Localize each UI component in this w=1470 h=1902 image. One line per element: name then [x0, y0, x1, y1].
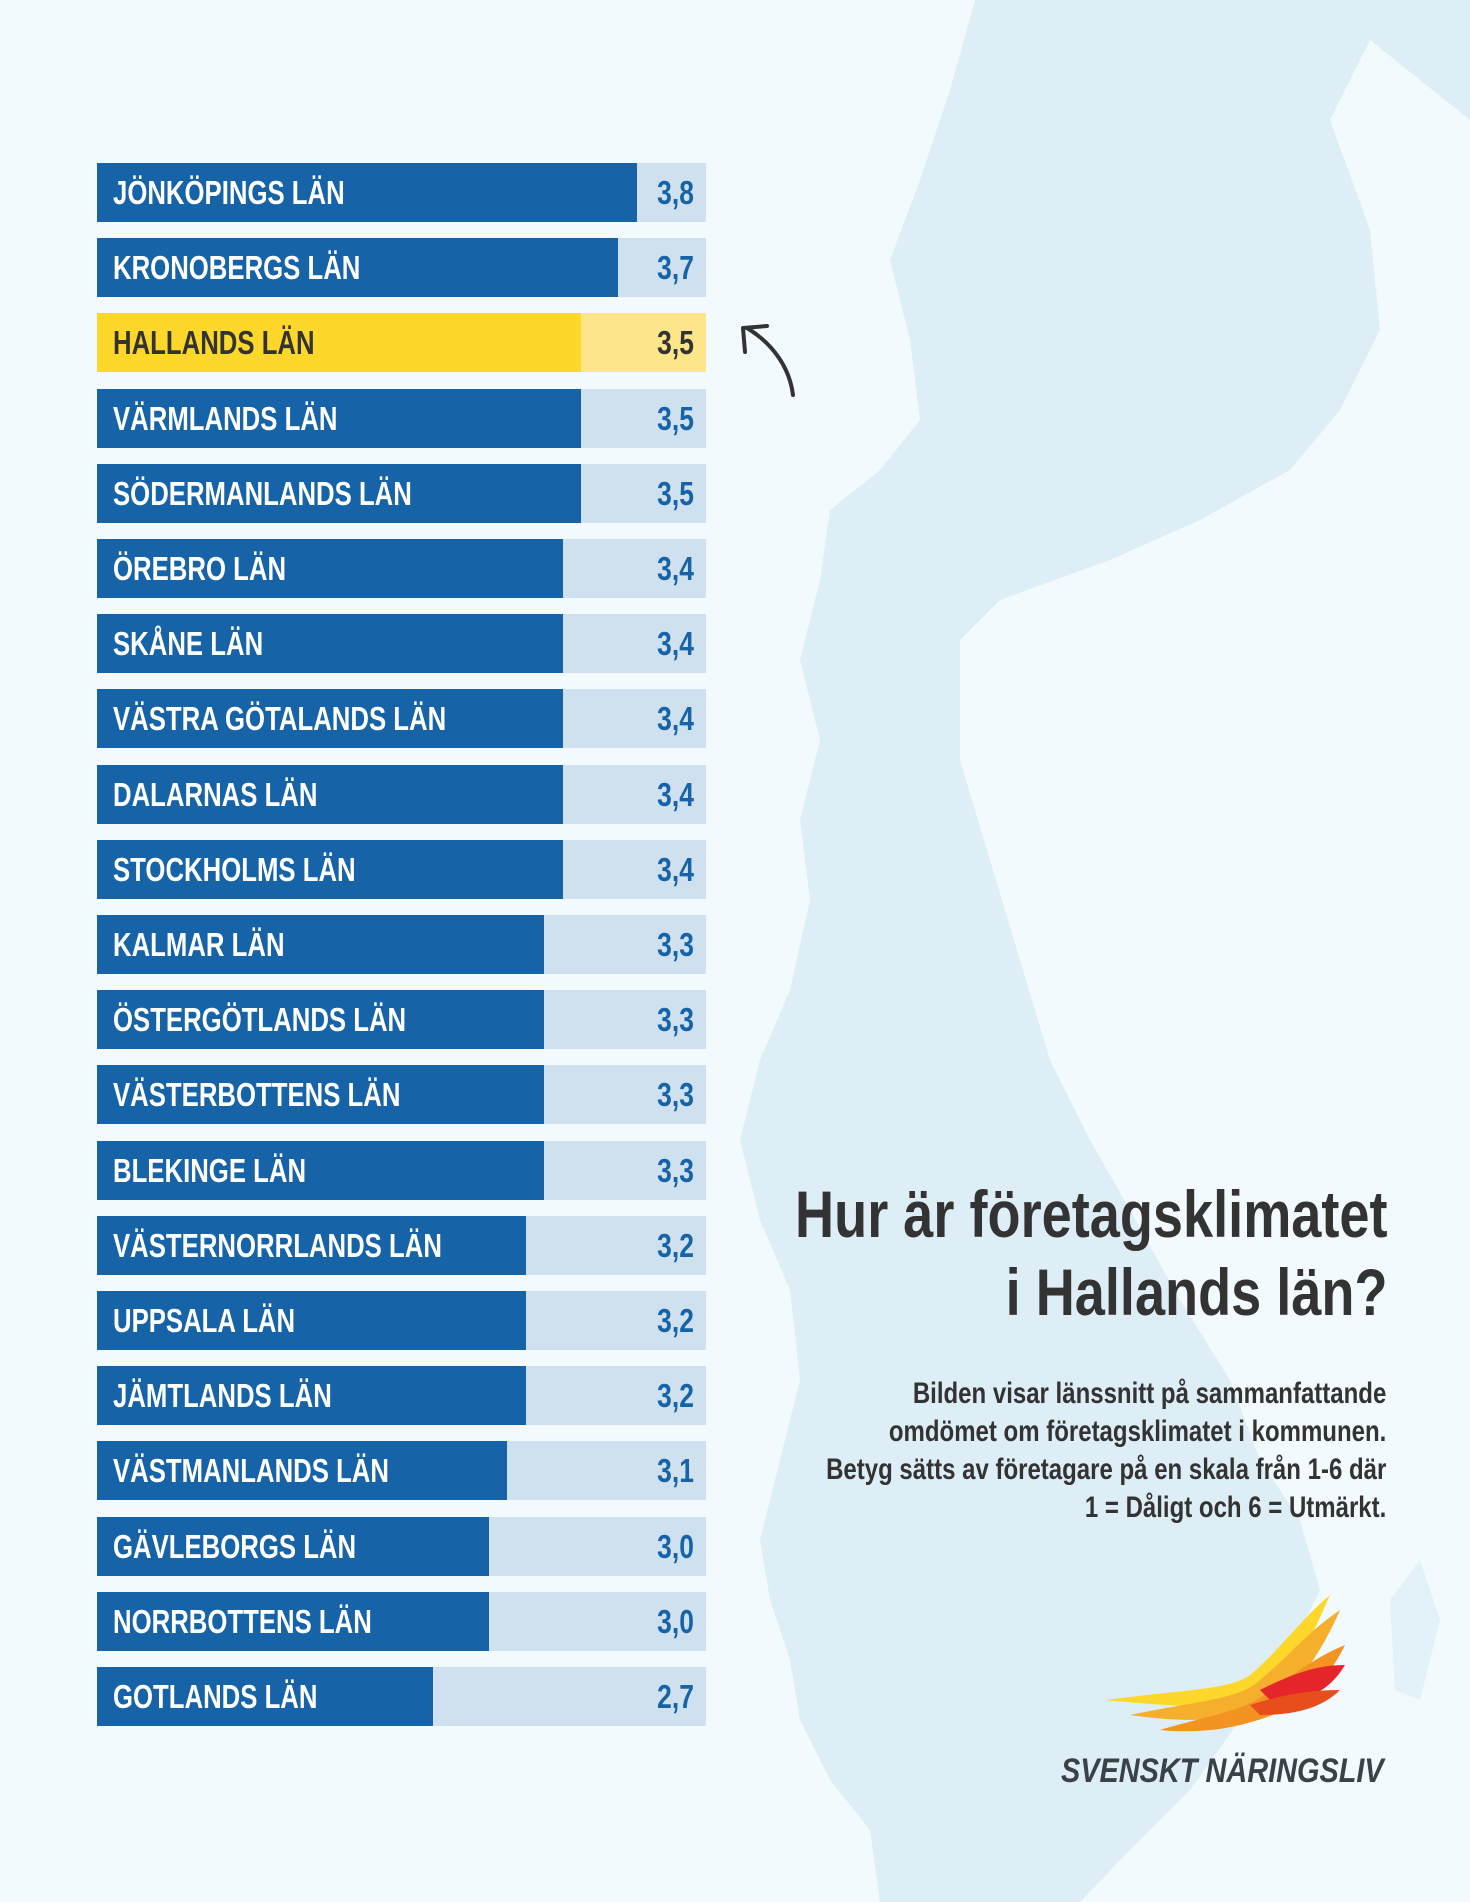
bar-value-label: 3,4	[657, 625, 694, 663]
bar	[97, 1065, 545, 1125]
bar-row: BLEKINGE LÄN 3,3	[97, 1140, 706, 1200]
bar	[97, 1441, 508, 1501]
bar-value-label: 3,0	[657, 1527, 694, 1565]
bar-row: SÖDERMANLANDS LÄN 3,5	[97, 463, 706, 523]
bar-row: VÄSTRA GÖTALANDS LÄN 3,4	[97, 689, 706, 749]
title-line-2: i Hallands län?	[1006, 1255, 1388, 1329]
bar-label: VÄSTERBOTTENS LÄN	[113, 1076, 401, 1114]
bar-label: HALLANDS LÄN	[113, 324, 315, 362]
bar-row: GÄVLEBORGS LÄN 3,0	[97, 1516, 706, 1576]
bar-value-label: 3,3	[657, 1076, 694, 1114]
bar-row: VÄRMLANDS LÄN 3,5	[97, 388, 706, 448]
bar-value-label: 3,1	[657, 1452, 694, 1490]
bar-row: ÖSTERGÖTLANDS LÄN 3,3	[97, 990, 706, 1050]
bar-row: ÖREBRO LÄN 3,4	[97, 539, 706, 598]
bar-value-label: 3,0	[657, 1602, 694, 1640]
bar-label: KRONOBERGS LÄN	[113, 249, 361, 287]
bar-row: JÖNKÖPINGS LÄN 3,8	[97, 163, 706, 222]
bar	[97, 539, 563, 598]
bar-label: ÖSTERGÖTLANDS LÄN	[113, 1001, 407, 1039]
bar-label: ÖREBRO LÄN	[113, 550, 287, 587]
bar-row: VÄSTERNORRLANDS LÄN 3,2	[97, 1215, 706, 1275]
bar-row: DALARNAS LÄN 3,4	[97, 764, 706, 824]
bar-value-label: 3,3	[657, 1151, 694, 1189]
svenskt-naringsliv-logo-icon	[1105, 1595, 1345, 1732]
bar-label: STOCKHOLMS LÄN	[113, 850, 356, 888]
bar	[97, 1516, 489, 1576]
bar	[97, 764, 563, 824]
description-line: Betyg sätts av företagare på en skala fr…	[825, 1453, 1386, 1486]
description-line: omdömet om företagsklimatet i kommunen.	[888, 1415, 1386, 1448]
bar-row: GOTLANDS LÄN 2,7	[97, 1667, 706, 1726]
bar	[97, 313, 582, 373]
bar	[97, 990, 545, 1050]
bar	[97, 1140, 545, 1200]
brand-name: SVENSKT NÄRINGSLIV	[1061, 1752, 1384, 1790]
arrow-pointer-icon	[741, 324, 795, 397]
bar	[97, 1591, 489, 1651]
bar-label: DALARNAS LÄN	[113, 775, 318, 813]
description-line: 1 = Dåligt och 6 = Utmärkt.	[1084, 1491, 1386, 1524]
description-line: Bilden visar länssnitt på sammanfattande	[912, 1377, 1386, 1410]
bar-value-label: 3,2	[657, 1377, 694, 1415]
bar	[97, 1366, 526, 1426]
bar	[97, 1215, 526, 1275]
bar-value-label: 3,5	[657, 399, 694, 437]
bar-value-label: 3,4	[657, 550, 694, 587]
bar	[97, 238, 619, 298]
bar-value-label: 3,4	[657, 850, 694, 888]
bar-value-label: 3,3	[657, 926, 694, 963]
bar-value-label: 3,4	[657, 700, 694, 738]
bar-row: HALLANDS LÄN 3,5	[97, 313, 706, 373]
bar-value-label: 3,5	[657, 474, 694, 512]
bar-row: VÄSTMANLANDS LÄN 3,1	[97, 1441, 706, 1501]
bar	[97, 915, 545, 974]
bar-value-label: 3,7	[657, 249, 694, 287]
bar	[97, 388, 582, 448]
bar	[97, 614, 563, 674]
bar-label: VÄRMLANDS LÄN	[113, 399, 338, 437]
bar	[97, 1667, 434, 1726]
title-line-1: Hur är företagsklimatet	[795, 1177, 1388, 1251]
bar-label: VÄSTERNORRLANDS LÄN	[113, 1226, 442, 1264]
bar-label: GÄVLEBORGS LÄN	[113, 1527, 357, 1565]
bar	[97, 839, 563, 899]
bar-label: KALMAR LÄN	[113, 926, 285, 963]
bar	[97, 689, 563, 749]
bar-value-label: 3,2	[657, 1226, 694, 1264]
bar-row: VÄSTERBOTTENS LÄN 3,3	[97, 1065, 706, 1125]
description: Bilden visar länssnitt på sammanfattande…	[826, 1375, 1386, 1527]
bar	[97, 1291, 526, 1350]
bar-label: NORRBOTTENS LÄN	[113, 1602, 372, 1640]
bar-value-label: 3,3	[657, 1001, 694, 1039]
bar-label: BLEKINGE LÄN	[113, 1151, 307, 1189]
bar-row: UPPSALA LÄN 3,2	[97, 1291, 706, 1350]
bar-row: STOCKHOLMS LÄN 3,4	[97, 839, 706, 899]
bar-value-label: 3,8	[657, 174, 694, 211]
bar-row: KALMAR LÄN 3,3	[97, 915, 706, 974]
bar-label: JÖNKÖPINGS LÄN	[113, 174, 345, 211]
bar-value-label: 2,7	[657, 1678, 694, 1715]
bar-row: SKÅNE LÄN 3,4	[97, 614, 706, 674]
bar-label: GOTLANDS LÄN	[113, 1678, 318, 1715]
bar-value-label: 3,2	[657, 1302, 694, 1339]
bar-row: KRONOBERGS LÄN 3,7	[97, 238, 706, 298]
bar	[97, 463, 582, 523]
bar-label: UPPSALA LÄN	[113, 1302, 296, 1339]
bar-label: SKÅNE LÄN	[113, 625, 264, 663]
bar-value-label: 3,4	[657, 775, 694, 813]
page-title: Hur är företagsklimatet i Hallands län?	[795, 1175, 1388, 1331]
bar-label: SÖDERMANLANDS LÄN	[113, 474, 412, 512]
bar-label: JÄMTLANDS LÄN	[113, 1377, 332, 1415]
bar-value-label: 3,5	[657, 324, 694, 362]
bar	[97, 163, 637, 222]
bar-label: VÄSTMANLANDS LÄN	[113, 1452, 389, 1490]
bar-label: VÄSTRA GÖTALANDS LÄN	[113, 700, 447, 738]
bar-row: JÄMTLANDS LÄN 3,2	[97, 1366, 706, 1426]
bar-row: NORRBOTTENS LÄN 3,0	[97, 1591, 706, 1651]
